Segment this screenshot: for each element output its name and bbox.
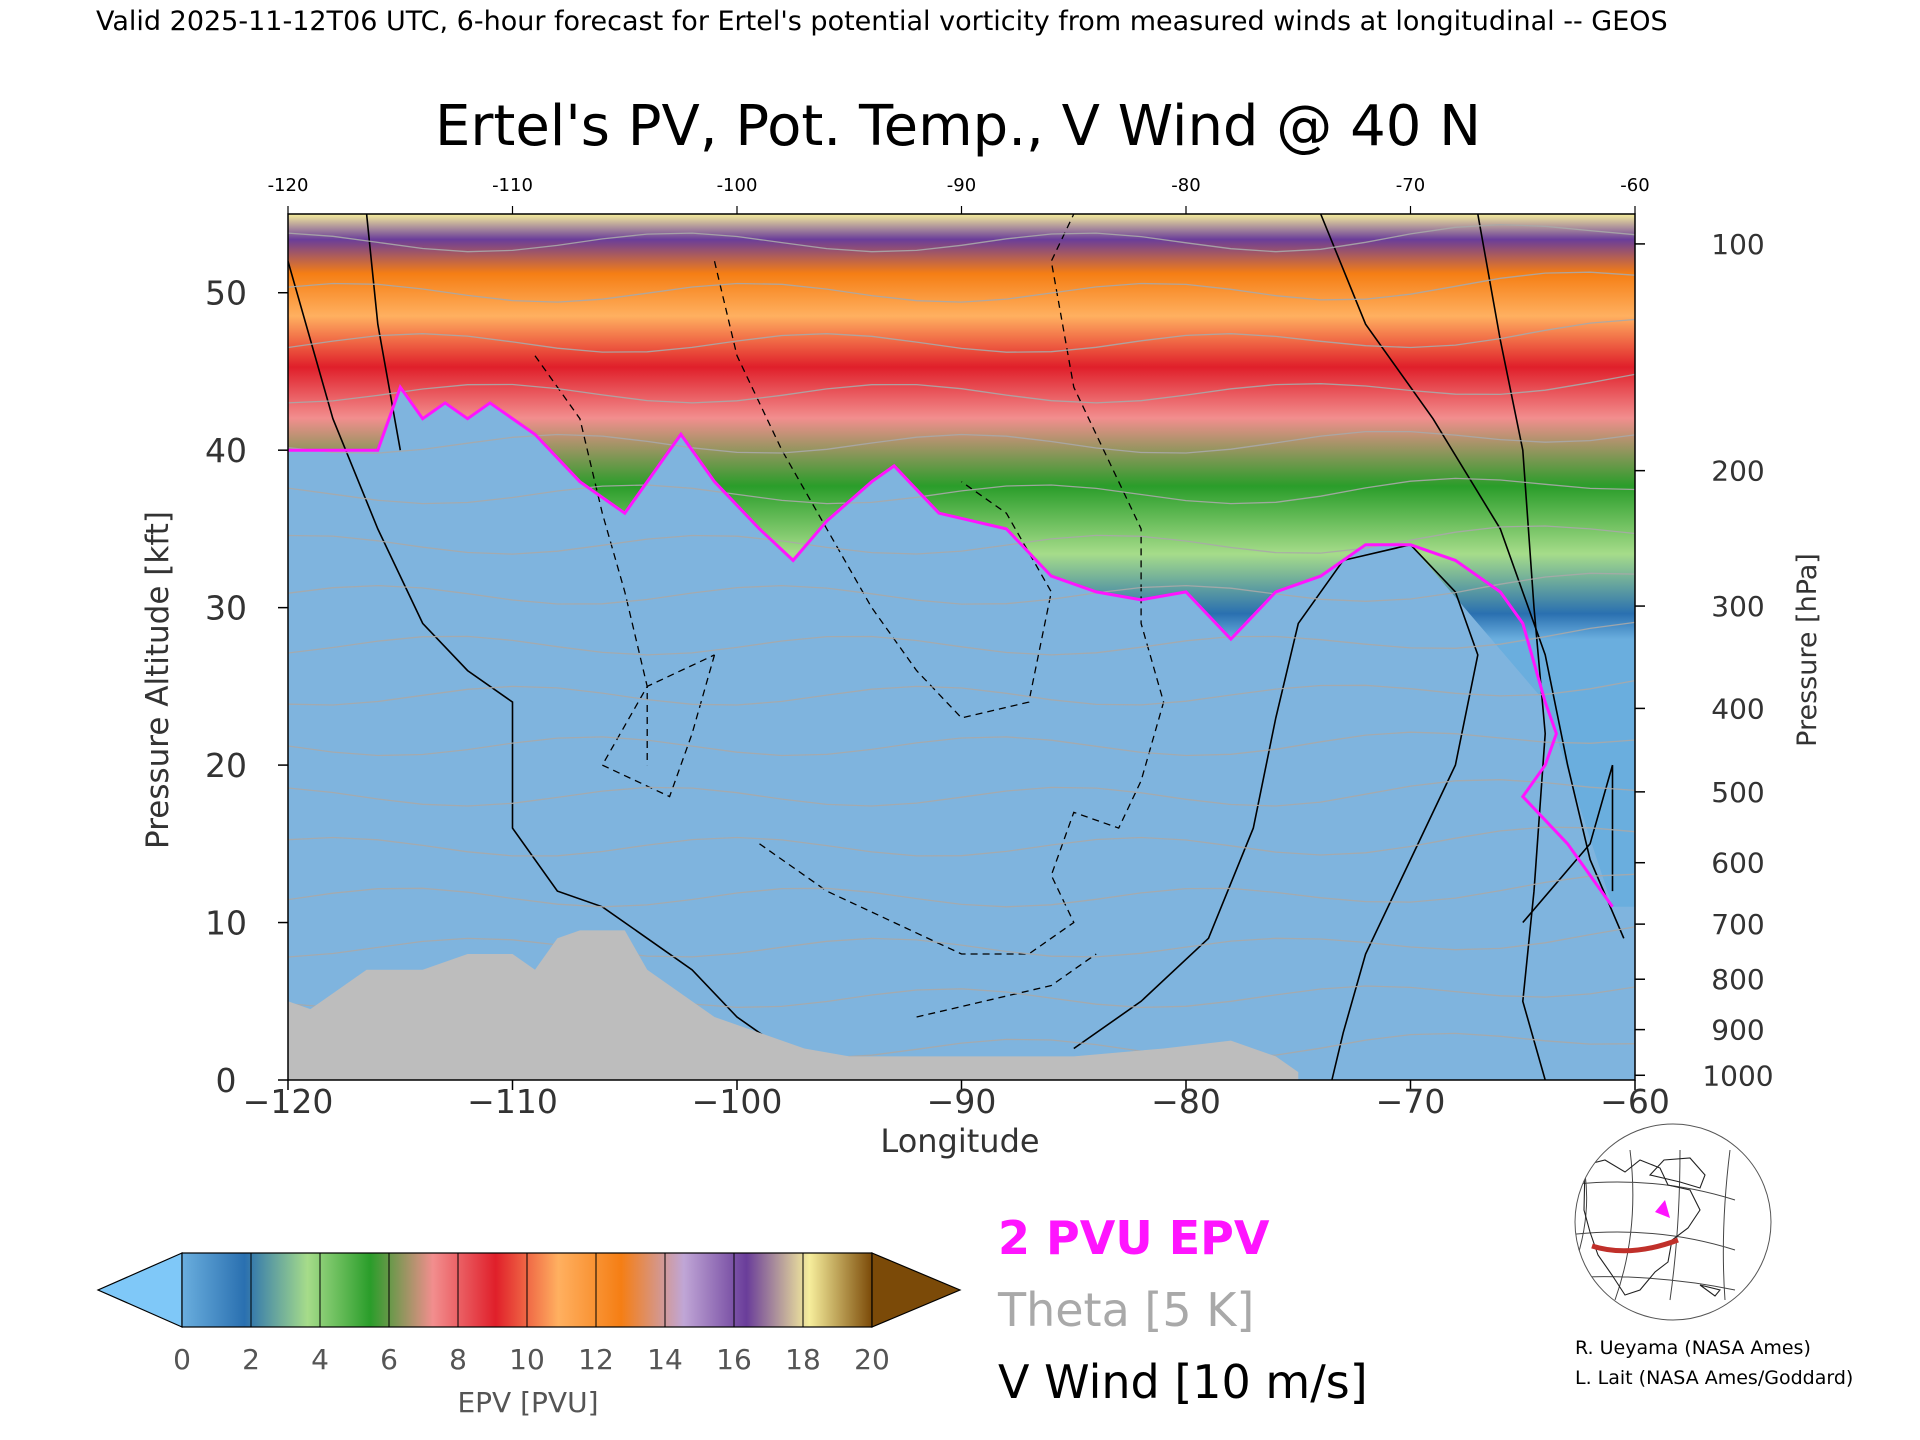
theta-line — [288, 373, 1635, 404]
x-tick-label: −90 — [927, 1082, 997, 1121]
y-tick-label: 30 — [205, 589, 247, 628]
x-tick-label: −80 — [1151, 1082, 1221, 1121]
inset-map-highlight — [1655, 1200, 1670, 1218]
theta-line — [288, 621, 1635, 656]
pressure-tick-label: 900 — [1711, 1014, 1764, 1047]
colorbar-tick-label: 2 — [242, 1343, 260, 1376]
pressure-tick-label: 1000 — [1702, 1059, 1773, 1092]
colorbar-tick-label: 4 — [311, 1343, 329, 1376]
x-axis-label: Longitude — [880, 1122, 1039, 1160]
theta-line — [288, 318, 1635, 353]
x-top-tick-label: -100 — [717, 175, 758, 196]
v-wind-contour-dashed — [601, 654, 716, 798]
chart-title: Ertel's PV, Pot. Temp., V Wind @ 40 N — [435, 94, 1481, 159]
theta-line — [288, 731, 1635, 757]
v-wind-contour-solid — [288, 260, 850, 1061]
x-tick-label: −70 — [1376, 1082, 1446, 1121]
legend-vwind: V Wind [10 m/s] — [998, 1355, 1368, 1409]
y-tick-label: 40 — [205, 431, 247, 470]
y-tick-label: 10 — [205, 904, 247, 943]
colorbar-tick-label: 8 — [449, 1343, 467, 1376]
colorbar-over-arrow — [871, 1252, 962, 1328]
inset-map-globe — [1575, 1149, 1736, 1301]
colorbar-tick-label: 0 — [173, 1343, 191, 1376]
y2-axis-label: Pressure [hPa] — [1792, 553, 1823, 747]
stratosphere-epv-fill — [288, 214, 1635, 907]
colorbar-ticks: 0 2 4 6 8 10 12 14 16 18 20 — [173, 1253, 890, 1376]
y-tick-label: 0 — [216, 1061, 237, 1100]
colorbar-tick-label: 14 — [647, 1343, 683, 1376]
inset-map-outline — [1574, 1123, 1772, 1321]
inset-map-graticule — [1575, 1149, 1736, 1301]
x-tick-label: −100 — [692, 1082, 783, 1121]
x-axis-top: -120 -110 -100 -90 -80 -70 -60 — [268, 175, 1650, 214]
pressure-tick-label: 800 — [1711, 963, 1764, 996]
colorbar-tick-label: 12 — [578, 1343, 614, 1376]
x-top-tick-label: -90 — [947, 175, 976, 196]
theta-line — [288, 223, 1635, 253]
y-axis-left: 0 10 20 30 40 50 — [205, 274, 288, 1100]
legend-2pvu: 2 PVU EPV — [998, 1211, 1270, 1265]
theta-line — [288, 826, 1635, 857]
colorbar-tick-label: 10 — [509, 1343, 545, 1376]
y-axis-right-pressure: 100 200 300 400 500 600 700 800 900 1000 — [1635, 228, 1774, 1092]
colorbar-tick-label: 18 — [785, 1343, 821, 1376]
colorbar-label: EPV [PVU] — [457, 1386, 598, 1419]
credit-line-2: L. Lait (NASA Ames/Goddard) — [1575, 1367, 1853, 1389]
theta-line — [288, 926, 1635, 958]
legend-theta: Theta [5 K] — [997, 1283, 1254, 1337]
colorbar-tick-label: 16 — [716, 1343, 752, 1376]
tropopause-2pvu-contour — [288, 383, 1614, 908]
pressure-tick-label: 700 — [1711, 908, 1764, 941]
theta-line — [288, 679, 1635, 706]
inset-map — [1535, 1123, 1772, 1321]
theta-line — [288, 572, 1635, 605]
colorbar: 0 2 4 6 8 10 12 14 16 18 20 EPV [PVU] — [96, 1252, 962, 1419]
x-tick-label: −120 — [243, 1082, 334, 1121]
theta-line — [288, 271, 1635, 303]
pressure-tick-label: 400 — [1711, 692, 1764, 725]
pressure-tick-label: 100 — [1711, 228, 1764, 261]
theta-line — [288, 779, 1635, 807]
y-axis-label: Pressure Altitude [kft] — [140, 511, 176, 849]
pressure-tick-label: 600 — [1711, 847, 1764, 880]
figure-header: Valid 2025-11-12T06 UTC, 6-hour forecast… — [96, 6, 1668, 37]
x-top-tick-label: -120 — [268, 175, 309, 196]
topography-mask — [288, 930, 1299, 1080]
x-top-tick-label: -110 — [492, 175, 533, 196]
v-wind-contour-dashed — [759, 214, 1165, 955]
theta-line — [288, 477, 1635, 505]
inset-map-frame — [1535, 1148, 1731, 1298]
v-wind-contour-dashed — [713, 261, 1052, 719]
theta-line — [288, 525, 1635, 555]
colorbar-tick-label: 6 — [380, 1343, 398, 1376]
pressure-tick-label: 500 — [1711, 776, 1764, 809]
x-tick-label: −110 — [467, 1082, 558, 1121]
x-top-tick-label: -70 — [1396, 175, 1425, 196]
x-axis-bottom: −120 −110 −100 −90 −80 −70 −60 — [243, 1080, 1670, 1121]
v-wind-contour-solid — [1319, 214, 1625, 939]
y-tick-label: 20 — [205, 746, 247, 785]
plot-area — [288, 214, 1635, 1080]
credit-line-1: R. Ueyama (NASA Ames) — [1575, 1337, 1811, 1359]
theta-line — [288, 430, 1635, 454]
x-top-tick-label: -80 — [1171, 175, 1200, 196]
inset-map-track — [1591, 1237, 1679, 1254]
theta-line — [288, 873, 1635, 908]
x-top-tick-label: -60 — [1620, 175, 1649, 196]
pressure-tick-label: 200 — [1711, 455, 1764, 488]
y-tick-label: 50 — [205, 274, 247, 313]
x-tick-label: −60 — [1600, 1082, 1670, 1121]
v-wind-contour-solid — [1522, 764, 1614, 924]
pressure-tick-label: 300 — [1711, 590, 1764, 623]
colorbar-tick-label: 20 — [854, 1343, 890, 1376]
v-wind-contour-solid — [1477, 214, 1547, 1080]
colorbar-under-arrow — [96, 1252, 183, 1328]
legend: 2 PVU EPV Theta [5 K] V Wind [10 m/s] — [997, 1211, 1368, 1409]
